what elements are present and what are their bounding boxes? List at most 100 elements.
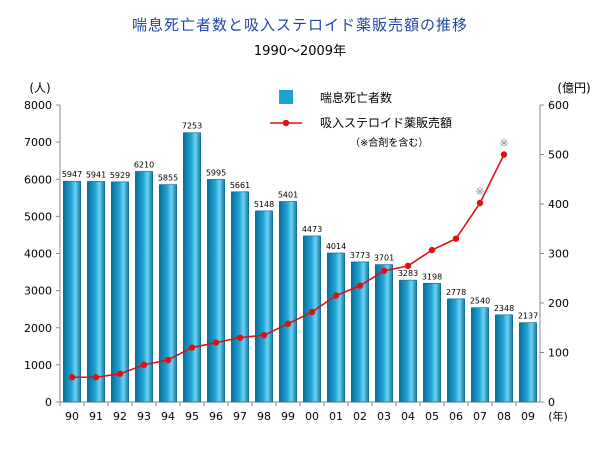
- y-left-tick-label: 7000: [24, 136, 52, 149]
- bar: [447, 298, 465, 403]
- legend-swatch-marker: [282, 119, 290, 127]
- y-left-tick-label: 6000: [24, 173, 52, 186]
- line-point: [164, 356, 172, 364]
- x-tick-label: 91: [89, 410, 103, 423]
- x-tick-label: 06: [449, 410, 463, 423]
- axes: 010002000300040005000600070008000(人)0100…: [24, 81, 591, 423]
- y-right-tick-label: 200: [548, 297, 569, 310]
- line-point: [68, 374, 76, 381]
- bar-value-label: 2137: [518, 312, 538, 321]
- line-point: [500, 151, 508, 158]
- bar: [327, 252, 345, 403]
- x-unit-label: (年): [548, 409, 568, 423]
- x-tick-label: 07: [473, 410, 487, 423]
- x-tick-label: 92: [113, 410, 127, 423]
- chart-subtitle: 1990～2009年: [253, 44, 347, 59]
- x-tick-label: 09: [521, 410, 535, 423]
- x-tick-label: 94: [161, 410, 175, 423]
- y-right-tick-label: 0: [548, 396, 555, 409]
- x-tick-label: 90: [65, 410, 79, 423]
- bar: [423, 282, 441, 403]
- y-right-tick-label: 400: [548, 198, 569, 211]
- line-point: [356, 282, 364, 289]
- line-point: [476, 199, 484, 207]
- x-tick-label: 05: [425, 410, 439, 423]
- line-point: [116, 370, 124, 377]
- line-point: [92, 374, 100, 381]
- y-left-unit-label: (人): [29, 81, 50, 95]
- bar: [471, 307, 489, 403]
- line-point: [428, 246, 436, 254]
- line-point: [380, 267, 388, 275]
- bar-series: [63, 132, 537, 403]
- bar-value-label: 5855: [158, 174, 178, 183]
- y-right-tick-label: 300: [548, 248, 569, 261]
- bar: [519, 322, 537, 403]
- line-point: [212, 339, 220, 346]
- bar-value-label: 3198: [422, 272, 442, 281]
- legend-note: （※合剤を含む）: [350, 136, 428, 149]
- line-point: [236, 334, 244, 341]
- y-left-tick-label: 3000: [24, 285, 52, 298]
- bar: [495, 314, 513, 403]
- line-point: [404, 262, 412, 270]
- bar: [159, 184, 177, 403]
- legend-label-line: 吸入ステロイド薬販売額: [320, 115, 452, 130]
- y-left-tick-label: 1000: [24, 359, 52, 372]
- legend-swatch-bar: [279, 90, 293, 104]
- y-left-tick-label: 5000: [24, 210, 52, 223]
- line-point: [332, 292, 340, 299]
- y-left-tick-label: 4000: [24, 248, 52, 261]
- bar-value-label: 5148: [254, 200, 274, 209]
- bar-value-label: 5947: [62, 170, 82, 179]
- bar-value-label: 5941: [86, 170, 106, 179]
- bar-value-label: 2540: [470, 297, 490, 306]
- bar: [87, 181, 105, 403]
- x-tick-label: 00: [305, 410, 319, 423]
- bar: [135, 171, 153, 403]
- y-right-tick-label: 100: [548, 347, 569, 360]
- x-tick-label: 01: [329, 410, 343, 423]
- line-point: [188, 344, 196, 351]
- bar: [279, 201, 297, 403]
- y-left-tick-label: 8000: [24, 99, 52, 112]
- line-point: [308, 308, 316, 316]
- bar-value-label: 5401: [278, 190, 298, 199]
- bar-data-labels: 5947 5941 5929 6210 5855 7253 5995 5661 5148 5401…: [62, 122, 538, 321]
- bar: [303, 235, 321, 403]
- bar-value-label: 3283: [398, 269, 418, 278]
- bar-value-label: 6210: [134, 160, 154, 169]
- x-tick-label: 08: [497, 410, 511, 423]
- x-tick-label: 02: [353, 410, 367, 423]
- line-point: [284, 320, 292, 327]
- annotation-marker: ※: [475, 185, 484, 198]
- annotation-marker: ※: [499, 137, 508, 150]
- bar: [183, 132, 201, 403]
- x-tick-label: 98: [257, 410, 271, 423]
- line-point: [452, 235, 460, 242]
- bar: [63, 180, 81, 403]
- y-left-tick-label: 0: [45, 396, 52, 409]
- bar: [351, 261, 369, 403]
- y-left-tick-label: 2000: [24, 322, 52, 335]
- bar-value-label: 4014: [326, 242, 346, 251]
- x-tick-label: 99: [281, 410, 295, 423]
- bar-value-label: 3773: [350, 251, 370, 260]
- bar: [231, 191, 249, 403]
- x-tick-label: 95: [185, 410, 199, 423]
- chart-title: 喘息死亡者数と吸入ステロイド薬販売額の推移: [131, 16, 468, 34]
- x-tick-label: 93: [137, 410, 151, 423]
- bar: [255, 210, 273, 403]
- bar-value-label: 5995: [206, 168, 226, 177]
- line-series: ※※: [68, 137, 509, 381]
- x-tick-label: 04: [401, 410, 415, 423]
- y-right-unit-label: (億円): [557, 81, 590, 95]
- bar-value-label: 7253: [182, 122, 202, 131]
- bar: [111, 181, 129, 403]
- x-tick-label: 96: [209, 410, 223, 423]
- bar-value-label: 2348: [494, 304, 514, 313]
- x-tick-label: 97: [233, 410, 247, 423]
- bar-value-label: 5661: [230, 181, 250, 190]
